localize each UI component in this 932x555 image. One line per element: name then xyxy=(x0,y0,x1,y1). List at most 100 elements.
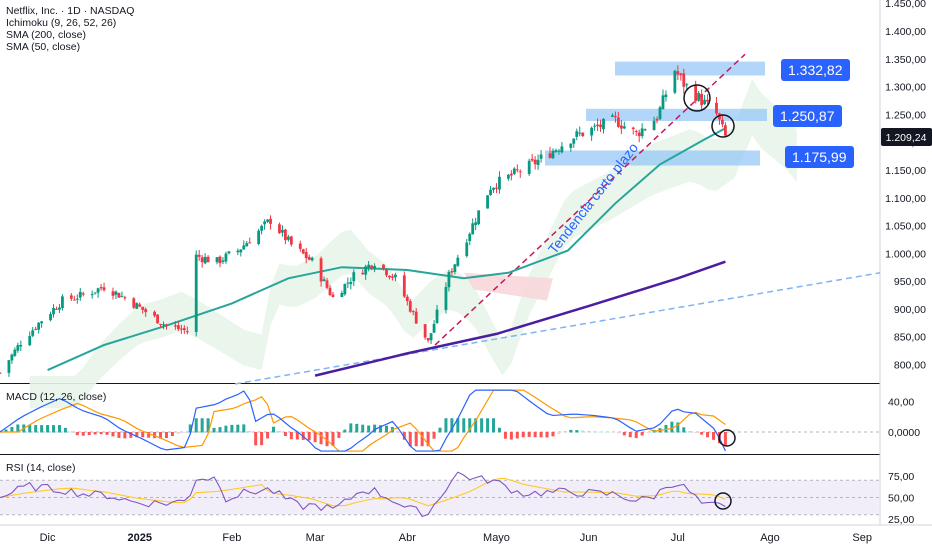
candle-body[interactable] xyxy=(269,218,272,224)
candle-body[interactable] xyxy=(471,223,475,235)
candle-body[interactable] xyxy=(391,276,394,278)
candle-body[interactable] xyxy=(590,127,594,136)
candle-body[interactable] xyxy=(203,256,207,264)
candle-body[interactable] xyxy=(61,296,64,309)
candle-body[interactable] xyxy=(179,328,183,330)
candle-body[interactable] xyxy=(498,176,501,190)
candle-body[interactable] xyxy=(102,287,106,291)
candle-body[interactable] xyxy=(489,189,492,196)
candle-body[interactable] xyxy=(96,288,100,293)
candle-body[interactable] xyxy=(367,264,371,268)
candle-body[interactable] xyxy=(40,321,44,324)
candle-body[interactable] xyxy=(138,304,142,307)
candle-body[interactable] xyxy=(664,94,668,98)
candle-body[interactable] xyxy=(411,311,415,313)
candle-body[interactable] xyxy=(474,222,478,226)
candle-body[interactable] xyxy=(554,150,558,152)
candle-body[interactable] xyxy=(533,159,537,165)
candle-body[interactable] xyxy=(284,229,287,241)
sma200-line[interactable] xyxy=(314,260,726,377)
candle-body[interactable] xyxy=(159,323,162,325)
candle-body[interactable] xyxy=(263,221,266,225)
candle-body[interactable] xyxy=(658,107,662,119)
candle-body[interactable] xyxy=(69,295,73,299)
candle-body[interactable] xyxy=(655,118,659,121)
candle-body[interactable] xyxy=(156,314,159,324)
candle-body[interactable] xyxy=(31,330,35,336)
candle-body[interactable] xyxy=(34,328,38,330)
candle-body[interactable] xyxy=(13,349,17,356)
candle-body[interactable] xyxy=(468,233,472,242)
candle-body[interactable] xyxy=(114,291,118,295)
candle-body[interactable] xyxy=(676,71,680,75)
candle-body[interactable] xyxy=(429,333,433,341)
candle-body[interactable] xyxy=(99,287,103,289)
long-term-trendline[interactable] xyxy=(234,272,881,385)
candle-body[interactable] xyxy=(614,116,617,118)
candle-body[interactable] xyxy=(10,354,14,361)
candle-body[interactable] xyxy=(343,283,347,295)
candle-body[interactable] xyxy=(304,252,308,259)
candle-body[interactable] xyxy=(132,298,136,308)
candle-body[interactable] xyxy=(518,171,522,173)
candle-body[interactable] xyxy=(266,219,269,222)
candle-body[interactable] xyxy=(373,266,376,270)
candle-body[interactable] xyxy=(447,272,451,288)
candle-body[interactable] xyxy=(185,331,189,333)
candle-body[interactable] xyxy=(328,287,332,296)
candle-body[interactable] xyxy=(182,328,186,330)
candle-body[interactable] xyxy=(370,265,374,269)
candle-body[interactable] xyxy=(236,250,240,253)
candle-body[interactable] xyxy=(260,225,264,231)
candle-body[interactable] xyxy=(248,242,252,244)
candle-body[interactable] xyxy=(637,132,641,137)
candle-body[interactable] xyxy=(120,295,124,297)
candle-body[interactable] xyxy=(93,292,97,294)
candle-body[interactable] xyxy=(593,125,596,127)
candle-body[interactable] xyxy=(111,291,115,296)
candle-body[interactable] xyxy=(322,279,326,282)
candle-body[interactable] xyxy=(52,307,55,315)
candle-body[interactable] xyxy=(382,264,385,269)
candle-body[interactable] xyxy=(599,124,602,128)
candle-body[interactable] xyxy=(715,102,718,114)
candle-body[interactable] xyxy=(515,169,519,171)
candle-body[interactable] xyxy=(162,324,165,326)
candle-body[interactable] xyxy=(7,360,11,373)
candle-body[interactable] xyxy=(611,115,614,117)
rsi-ma-line[interactable] xyxy=(0,477,726,507)
candle-body[interactable] xyxy=(435,309,439,323)
candle-body[interactable] xyxy=(319,258,323,282)
candle-body[interactable] xyxy=(685,84,689,86)
candle-body[interactable] xyxy=(200,257,204,263)
candle-body[interactable] xyxy=(512,168,516,174)
candle-body[interactable] xyxy=(239,249,243,253)
candle-body[interactable] xyxy=(197,254,201,257)
short-term-trendline[interactable] xyxy=(434,53,746,346)
indicator-sma50[interactable]: SMA (50, close) xyxy=(6,41,81,53)
candle-body[interactable] xyxy=(286,236,290,240)
candle-body[interactable] xyxy=(700,93,704,106)
candle-body[interactable] xyxy=(572,138,576,144)
candle-body[interactable] xyxy=(298,243,302,249)
candle-body[interactable] xyxy=(58,307,61,310)
candle-body[interactable] xyxy=(301,249,305,254)
macd-line[interactable] xyxy=(0,389,726,452)
candle-body[interactable] xyxy=(206,256,210,263)
candle-body[interactable] xyxy=(346,282,350,284)
candle-body[interactable] xyxy=(530,158,534,161)
candle-body[interactable] xyxy=(548,153,552,158)
candle-body[interactable] xyxy=(153,311,156,316)
candle-body[interactable] xyxy=(492,187,495,190)
candle-body[interactable] xyxy=(581,132,585,137)
candle-body[interactable] xyxy=(495,187,498,189)
candle-body[interactable] xyxy=(176,325,180,330)
candle-body[interactable] xyxy=(144,309,148,313)
candle-body[interactable] xyxy=(578,132,582,134)
candle-body[interactable] xyxy=(165,324,168,326)
candle-body[interactable] xyxy=(426,338,430,341)
candle-body[interactable] xyxy=(307,256,311,260)
candle-body[interactable] xyxy=(325,280,329,288)
candle-body[interactable] xyxy=(444,286,448,310)
